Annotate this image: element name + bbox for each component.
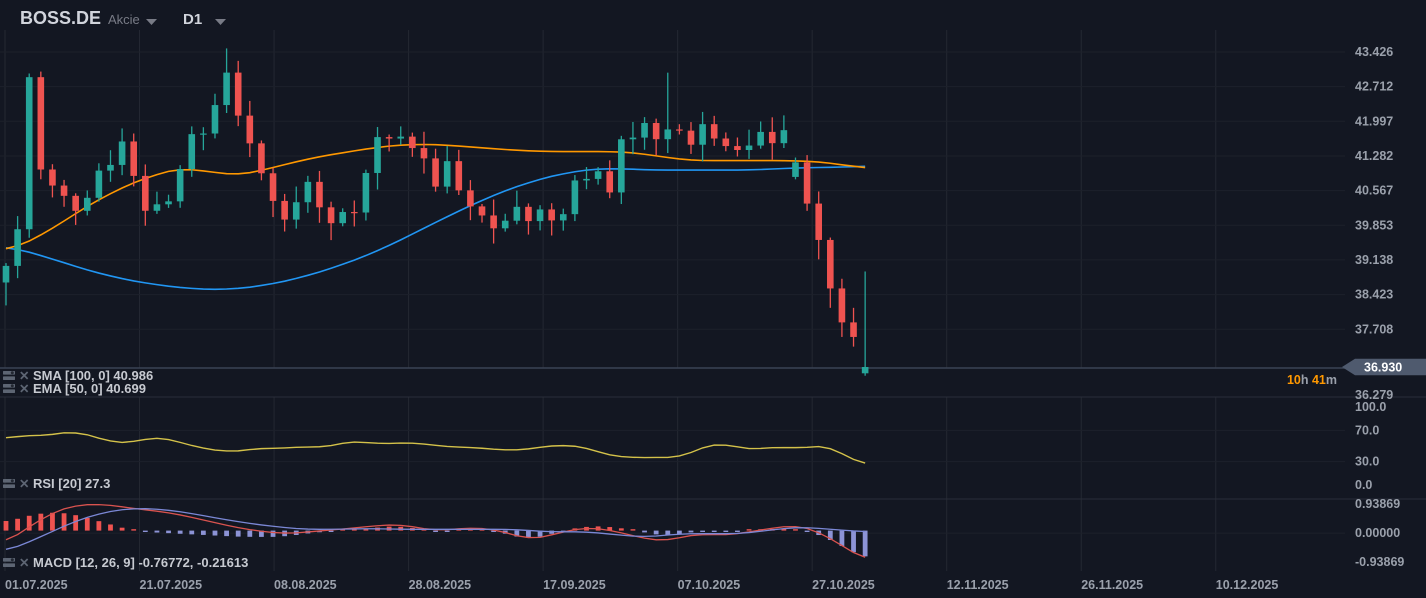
- svg-text:70.0: 70.0: [1355, 423, 1379, 437]
- svg-text:-0.93869: -0.93869: [1355, 555, 1404, 569]
- svg-text:✕: ✕: [19, 369, 29, 383]
- svg-text:01.07.2025: 01.07.2025: [5, 578, 68, 592]
- svg-text:28.08.2025: 28.08.2025: [409, 578, 472, 592]
- svg-text:✕: ✕: [19, 382, 29, 396]
- svg-text:D1: D1: [183, 11, 202, 28]
- svg-text:0.0: 0.0: [1355, 478, 1372, 492]
- svg-text:Akcie: Akcie: [108, 12, 140, 27]
- svg-text:39.138: 39.138: [1355, 253, 1393, 267]
- svg-text:10.12.2025: 10.12.2025: [1216, 578, 1279, 592]
- svg-text:43.426: 43.426: [1355, 45, 1393, 59]
- svg-text:RSI [20] 27.3: RSI [20] 27.3: [33, 476, 110, 491]
- svg-text:40.567: 40.567: [1355, 184, 1393, 198]
- svg-text:38.423: 38.423: [1355, 288, 1393, 302]
- svg-text:✕: ✕: [19, 556, 29, 570]
- svg-text:39.853: 39.853: [1355, 218, 1393, 232]
- svg-text:100.0: 100.0: [1355, 400, 1386, 414]
- svg-text:08.08.2025: 08.08.2025: [274, 578, 337, 592]
- svg-text:21.07.2025: 21.07.2025: [140, 578, 203, 592]
- svg-text:MACD [12, 26, 9] -0.76772, -0: MACD [12, 26, 9] -0.76772, -0.21613: [33, 555, 248, 570]
- svg-text:30.0: 30.0: [1355, 455, 1379, 469]
- svg-text:36.930: 36.930: [1364, 361, 1402, 375]
- svg-text:0.93869: 0.93869: [1355, 497, 1400, 511]
- svg-text:07.10.2025: 07.10.2025: [678, 578, 741, 592]
- svg-text:41.997: 41.997: [1355, 114, 1393, 128]
- svg-text:17.09.2025: 17.09.2025: [543, 578, 606, 592]
- svg-text:42.712: 42.712: [1355, 80, 1393, 94]
- svg-text:BOSS.DE: BOSS.DE: [20, 8, 101, 28]
- svg-text:10h 41m: 10h 41m: [1287, 373, 1337, 387]
- svg-text:12.11.2025: 12.11.2025: [947, 578, 1009, 592]
- svg-text:41.282: 41.282: [1355, 149, 1393, 163]
- svg-text:26.11.2025: 26.11.2025: [1081, 578, 1143, 592]
- svg-text:37.708: 37.708: [1355, 322, 1393, 336]
- svg-text:EMA [50, 0] 40.699: EMA [50, 0] 40.699: [33, 381, 146, 396]
- svg-text:27.10.2025: 27.10.2025: [812, 578, 875, 592]
- svg-text:✕: ✕: [19, 477, 29, 491]
- svg-text:0.00000: 0.00000: [1355, 526, 1400, 540]
